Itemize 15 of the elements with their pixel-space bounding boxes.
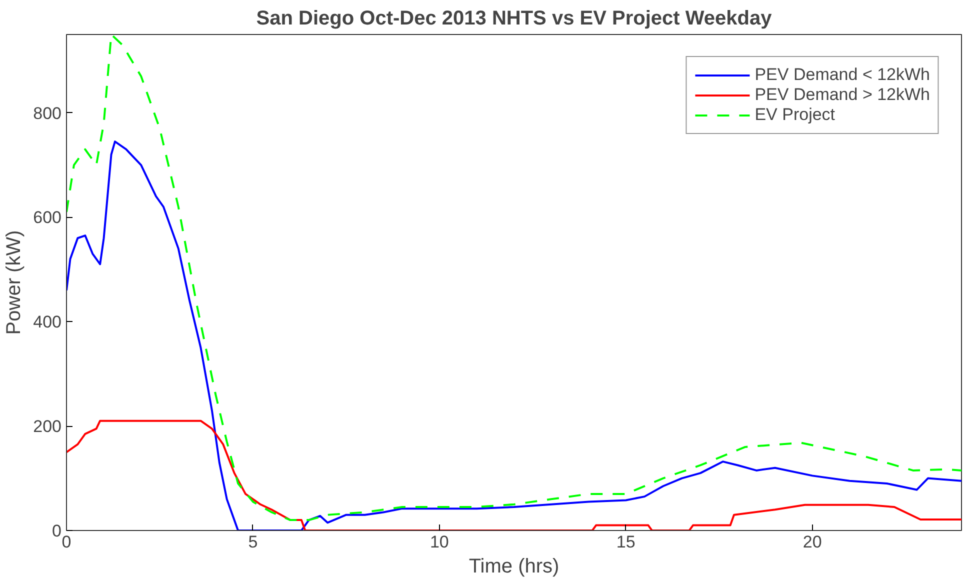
chart-title: San Diego Oct-Dec 2013 NHTS vs EV Project Weekday — [256, 8, 773, 30]
x-tick-label: 15 — [616, 532, 636, 552]
y-tick-label: 800 — [33, 104, 62, 123]
line-series — [66, 34, 962, 522]
y-axis-title: Power (kW) — [3, 230, 26, 335]
legend-label: PEV Demand > 12kWh — [754, 85, 930, 105]
x-tick-label: 5 — [248, 532, 258, 552]
x-tick-label: 20 — [802, 532, 822, 552]
y-tick-label: 400 — [33, 312, 62, 332]
legend-label: PEV Demand < 12kWh — [754, 65, 930, 85]
legend-label: EV Project — [754, 105, 836, 125]
x-axis-title: Time (hrs) — [468, 556, 560, 578]
x-tick-label: 10 — [430, 532, 449, 552]
y-tick-label: 200 — [33, 417, 62, 436]
y-tick-label: 600 — [33, 208, 62, 228]
